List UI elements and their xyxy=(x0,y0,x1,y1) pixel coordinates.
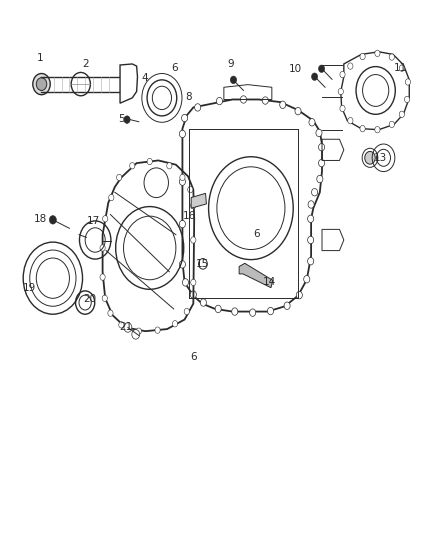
Text: 11: 11 xyxy=(393,63,406,72)
Circle shape xyxy=(296,292,302,299)
Text: 9: 9 xyxy=(226,59,233,69)
Circle shape xyxy=(374,50,379,56)
Text: 6: 6 xyxy=(171,63,178,72)
Circle shape xyxy=(179,220,185,228)
Circle shape xyxy=(359,53,364,60)
Circle shape xyxy=(249,309,255,317)
Circle shape xyxy=(184,309,189,315)
Circle shape xyxy=(172,320,177,327)
Circle shape xyxy=(261,97,268,104)
Circle shape xyxy=(359,125,364,132)
Polygon shape xyxy=(239,263,272,288)
Text: 2: 2 xyxy=(81,59,88,69)
Circle shape xyxy=(308,118,314,126)
Circle shape xyxy=(339,71,344,78)
Circle shape xyxy=(179,178,185,185)
Circle shape xyxy=(347,117,352,124)
Circle shape xyxy=(102,295,107,302)
Circle shape xyxy=(374,126,379,133)
Circle shape xyxy=(102,216,108,222)
Circle shape xyxy=(307,201,314,208)
Circle shape xyxy=(180,174,184,181)
Circle shape xyxy=(279,101,285,109)
Circle shape xyxy=(364,151,374,164)
Circle shape xyxy=(318,143,324,151)
Circle shape xyxy=(116,174,121,181)
Circle shape xyxy=(315,129,321,136)
Text: 5: 5 xyxy=(118,114,124,124)
Circle shape xyxy=(294,108,300,115)
Circle shape xyxy=(230,76,236,84)
Text: 10: 10 xyxy=(289,64,302,74)
Circle shape xyxy=(129,163,134,169)
Text: 6: 6 xyxy=(190,352,196,361)
Circle shape xyxy=(303,276,309,283)
Circle shape xyxy=(307,215,313,222)
Circle shape xyxy=(216,98,222,105)
Circle shape xyxy=(339,106,344,112)
Polygon shape xyxy=(191,193,206,208)
Circle shape xyxy=(231,308,237,316)
Circle shape xyxy=(166,163,172,169)
Circle shape xyxy=(347,63,352,69)
Circle shape xyxy=(187,187,192,193)
Circle shape xyxy=(155,327,160,333)
Circle shape xyxy=(318,65,324,72)
Circle shape xyxy=(389,54,393,60)
Circle shape xyxy=(398,65,403,71)
Circle shape xyxy=(118,321,124,328)
Text: 20: 20 xyxy=(83,294,96,304)
Circle shape xyxy=(215,305,221,313)
Circle shape xyxy=(100,274,105,280)
Circle shape xyxy=(267,308,273,315)
Text: 14: 14 xyxy=(262,277,276,287)
Circle shape xyxy=(190,279,195,286)
Text: 21: 21 xyxy=(119,322,132,333)
Circle shape xyxy=(36,78,47,91)
Circle shape xyxy=(136,328,141,334)
Circle shape xyxy=(318,159,324,167)
Circle shape xyxy=(398,111,403,117)
Circle shape xyxy=(307,257,313,265)
Circle shape xyxy=(124,116,130,123)
Circle shape xyxy=(182,279,188,286)
Circle shape xyxy=(100,245,105,251)
Circle shape xyxy=(108,310,113,317)
Circle shape xyxy=(307,236,313,244)
Circle shape xyxy=(200,299,206,306)
Circle shape xyxy=(404,79,410,85)
Text: 16: 16 xyxy=(182,211,195,221)
Circle shape xyxy=(194,104,200,111)
Circle shape xyxy=(33,74,50,95)
Circle shape xyxy=(109,195,114,201)
Text: 19: 19 xyxy=(23,282,36,293)
Circle shape xyxy=(240,96,246,103)
Circle shape xyxy=(179,261,185,268)
Text: 4: 4 xyxy=(141,72,148,83)
Circle shape xyxy=(131,329,139,339)
Text: 8: 8 xyxy=(185,92,192,102)
Circle shape xyxy=(179,130,185,138)
Circle shape xyxy=(147,158,152,165)
Text: 1: 1 xyxy=(36,53,43,63)
Circle shape xyxy=(190,291,196,298)
Circle shape xyxy=(49,216,56,224)
Text: 17: 17 xyxy=(87,216,100,226)
Text: 15: 15 xyxy=(195,259,208,269)
Text: 13: 13 xyxy=(373,153,386,163)
Circle shape xyxy=(389,121,393,127)
Circle shape xyxy=(316,175,322,183)
Circle shape xyxy=(190,237,195,243)
Circle shape xyxy=(181,114,187,122)
Circle shape xyxy=(311,189,317,196)
Text: 18: 18 xyxy=(34,214,47,224)
Text: 6: 6 xyxy=(253,229,260,239)
Circle shape xyxy=(124,322,131,332)
Circle shape xyxy=(283,302,290,310)
Circle shape xyxy=(337,88,343,95)
Circle shape xyxy=(198,259,207,269)
Circle shape xyxy=(190,203,195,209)
Circle shape xyxy=(403,96,409,103)
Circle shape xyxy=(311,73,317,80)
